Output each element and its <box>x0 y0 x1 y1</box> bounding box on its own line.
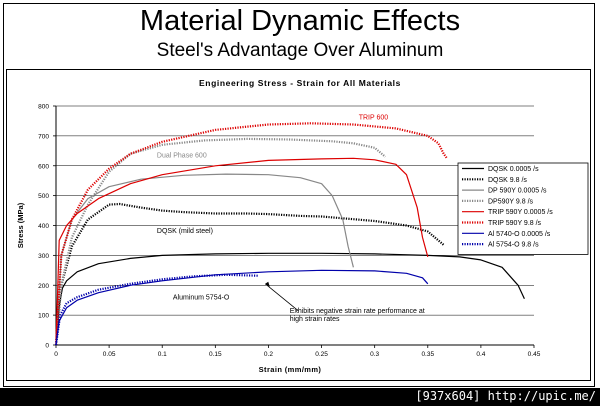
x-tick-label: 0.1 <box>158 351 167 358</box>
y-tick-label: 500 <box>38 193 49 200</box>
series-line-7 <box>54 273 258 346</box>
annotation-label: Aluminum 5754-O <box>173 294 230 301</box>
series-line-2 <box>55 173 354 346</box>
x-tick-label: 0.15 <box>209 351 222 358</box>
legend-entry-4: TRIP 590Y 0.0005 /s <box>488 209 553 216</box>
x-tick-label: 0.2 <box>264 351 273 358</box>
legend-entry-7: Al 5754-O 9.8 /s <box>488 242 539 249</box>
annotation-arrow-line <box>265 283 299 311</box>
x-tick-label: 0.25 <box>315 351 328 358</box>
slide-border <box>3 3 595 387</box>
x-tick-label: 0.35 <box>421 351 434 358</box>
slide-subtitle: Steel's Advantage Over Aluminum <box>156 40 444 61</box>
series-line-5 <box>54 122 448 346</box>
series-line-1 <box>54 202 445 346</box>
x-tick-label: 0 <box>54 351 58 358</box>
annotation-label: Exhibits negative strain rate performanc… <box>290 308 425 315</box>
legend-entry-5: TRIP 590Y 9.8 /s <box>488 220 542 227</box>
legend-entry-1: DQSK 9.8 /s <box>488 177 527 184</box>
legend-entry-6: Al 5740-O 0.0005 /s <box>488 231 551 238</box>
stress-strain-chart: Engineering Stress - Strain for All Mate… <box>16 78 589 374</box>
y-axis-label: Stress (MPa) <box>16 202 25 248</box>
x-tick-label: 0.4 <box>476 351 485 358</box>
y-tick-label: 400 <box>38 223 49 230</box>
series-line-6 <box>55 269 429 346</box>
series-line-0 <box>55 252 525 346</box>
legend-entry-3: DP590Y 9.8 /s <box>488 198 534 205</box>
annotation-arrow-head <box>265 281 270 287</box>
x-tick-label: 0.05 <box>103 351 116 358</box>
watermark-text: [937x604] http://upic.me/ <box>415 389 596 403</box>
y-tick-label: 100 <box>38 313 49 320</box>
chart-title: Engineering Stress - Strain for All Mate… <box>199 78 401 88</box>
slide-title: Material Dynamic Effects <box>139 5 461 37</box>
annotation-label: DQSK (mild steel) <box>157 228 213 235</box>
y-tick-label: 700 <box>38 133 49 140</box>
x-tick-label: 0.3 <box>370 351 379 358</box>
watermark-bar: [937x604] http://upic.me/ <box>0 388 600 406</box>
y-tick-label: 800 <box>38 104 49 111</box>
annotation-label: high strain rates <box>290 316 340 323</box>
y-tick-label: 0 <box>45 343 49 350</box>
x-axis-label: Strain (mm/mm) <box>259 365 322 374</box>
y-tick-label: 200 <box>38 283 49 290</box>
x-tick-label: 0.45 <box>528 351 541 358</box>
annotation-label: Dual Phase 600 <box>157 152 207 159</box>
series-line-4 <box>55 157 429 346</box>
annotation-label: TRIP 600 <box>359 114 389 121</box>
series-line-3 <box>54 137 387 346</box>
legend-entry-0: DQSK 0.0005 /s <box>488 166 539 173</box>
y-tick-label: 300 <box>38 253 49 260</box>
legend-entry-2: DP 590Y 0.0005 /s <box>488 188 547 195</box>
y-tick-label: 600 <box>38 163 49 170</box>
